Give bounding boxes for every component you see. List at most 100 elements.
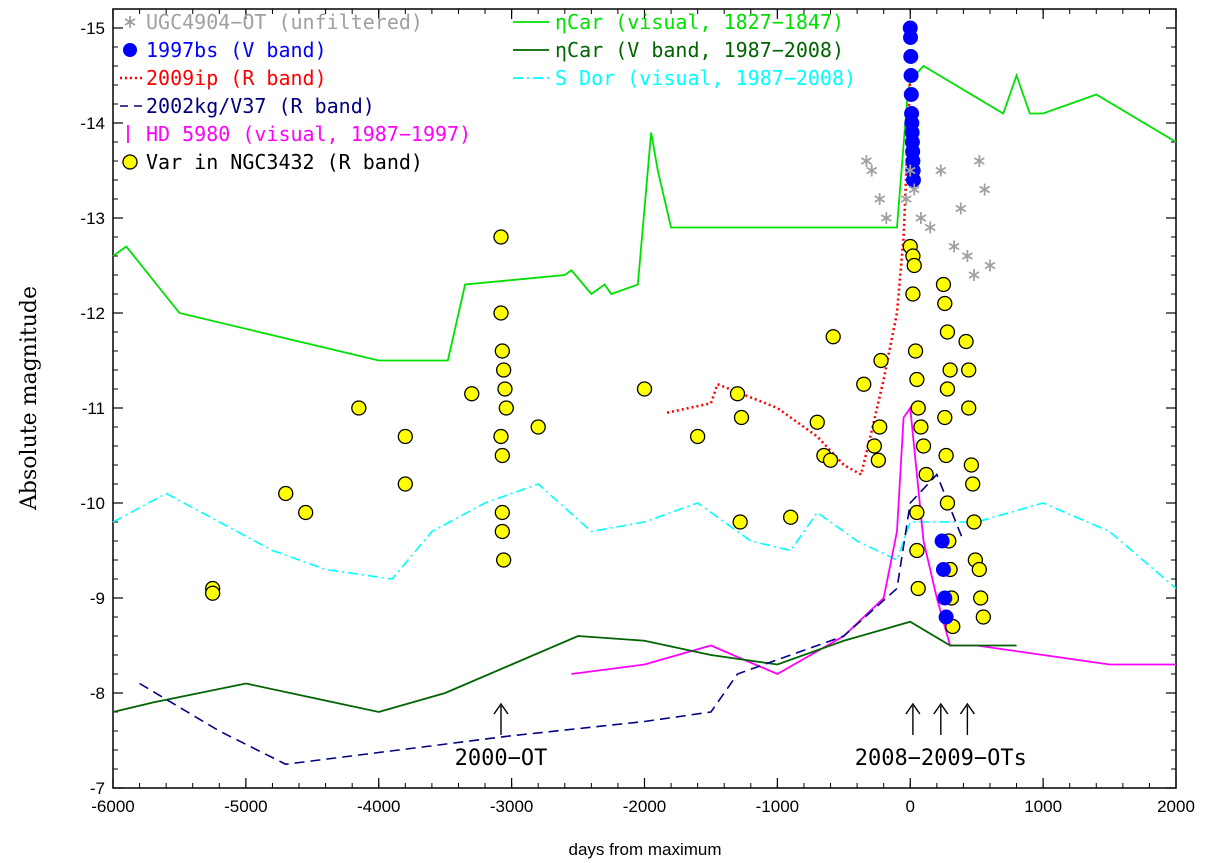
asterisk-stroke [948, 242, 960, 251]
y-tick-label: -14 [80, 114, 105, 133]
y-tick-label: -9 [90, 589, 105, 608]
data-point [494, 504, 510, 521]
annotation-2000-ot: 2000−OT [455, 746, 548, 771]
data-point [939, 381, 956, 397]
data-point [903, 30, 919, 45]
data-point [903, 49, 919, 64]
series-line [571, 405, 1176, 676]
data-point [856, 376, 872, 392]
legend: UGC4904−OT (unfiltered) 1997bs (V band) 20… [120, 10, 856, 174]
data-point [498, 400, 514, 416]
series-line [112, 483, 1177, 590]
data-point [822, 452, 839, 468]
data-point [496, 552, 512, 568]
asterisk-point [973, 155, 985, 167]
asterisk-point [908, 183, 920, 196]
annotations: 2000−OT 2008−2009−OTs [455, 702, 1027, 771]
data-point [909, 504, 925, 521]
data-point [913, 419, 929, 435]
asterisk-stroke [904, 166, 916, 175]
x-tick-label: 2000 [1157, 797, 1195, 816]
data-point [971, 561, 987, 578]
data-point [870, 452, 887, 468]
data-point [918, 466, 934, 483]
asterisk-stroke [860, 157, 872, 165]
legend-label: S Dor (visual, 1987−2008) [555, 66, 856, 90]
data-point [910, 580, 926, 597]
series-line [112, 620, 1017, 713]
y-tick-label: -13 [80, 209, 105, 228]
y-tick-label: -11 [82, 399, 105, 418]
data-point [493, 229, 509, 245]
data-point [493, 428, 509, 445]
annotation-arrowhead [905, 702, 921, 715]
x-tick-label: -1000 [756, 797, 799, 816]
data-point [905, 286, 921, 302]
data-point [937, 295, 953, 312]
asterisk-point [900, 193, 912, 205]
legend-marker [122, 154, 138, 170]
legend-label: 2002kg/V37 (R band) [146, 94, 375, 118]
asterisk-stroke [915, 214, 927, 222]
data-point [493, 305, 509, 321]
series-line [666, 75, 912, 477]
y-tick-label: -15 [80, 19, 105, 38]
data-point [909, 542, 925, 559]
asterisk-stroke [968, 271, 980, 279]
data-point [961, 362, 977, 378]
data-point [939, 495, 956, 511]
asterisk-point [979, 183, 991, 196]
x-axis-title: days from maximum [568, 840, 721, 859]
x-tick-label: -5000 [224, 797, 267, 816]
data-point [732, 514, 748, 530]
data-point [935, 562, 951, 577]
asterisk-point [955, 202, 967, 215]
legend-asterisk-stroke [124, 18, 136, 26]
legend-label: Var in NGC3432 (R band) [146, 150, 423, 174]
asterisk-point [968, 269, 980, 281]
asterisk-point [874, 193, 886, 205]
annotation-arrowhead [959, 702, 975, 715]
axis-ticks: -6000 -5000 -4000 -3000 -2000 -1000 0 1000 2000 -… [80, 8, 1195, 816]
data-point [497, 381, 513, 397]
data-point [963, 457, 980, 473]
series-layer [112, 20, 1177, 766]
legend-label: 2009ip (R band) [146, 66, 327, 90]
y-tick-label: -10 [80, 494, 105, 513]
data-point [934, 533, 950, 549]
x-tick-label: 1000 [1024, 797, 1062, 816]
data-point [938, 447, 954, 464]
legend-label: ηCar (V band, 1987−2008) [555, 38, 844, 62]
asterisk-point [935, 164, 947, 177]
data-point [958, 333, 974, 350]
asterisk-stroke [973, 157, 985, 165]
y-axis-title: Absolute magnitude [17, 286, 42, 511]
data-point [636, 381, 653, 397]
x-tick-label: -4000 [357, 797, 400, 816]
data-point [938, 609, 954, 625]
legend-label: 1997bs (V band) [146, 38, 327, 62]
x-tick-label: -2000 [623, 797, 666, 816]
data-point [961, 400, 977, 416]
data-point [298, 504, 314, 521]
data-point [825, 329, 841, 345]
asterisk-point [866, 164, 878, 177]
data-point [464, 386, 480, 402]
series-line [112, 64, 1177, 362]
asterisk-stroke [866, 166, 878, 175]
data-point [351, 400, 367, 416]
asterisk-point [915, 212, 927, 224]
data-point [966, 514, 982, 530]
data-point [530, 419, 546, 435]
data-point [915, 438, 932, 454]
legend-label: UGC4904−OT (unfiltered) [146, 10, 423, 34]
data-point [939, 324, 956, 340]
data-point [937, 590, 953, 606]
x-tick-label: 0 [906, 797, 915, 816]
asterisk-point [948, 240, 960, 253]
series-line [139, 473, 965, 766]
legend-marker [123, 43, 137, 57]
data-point [909, 371, 925, 388]
asterisk-point [924, 221, 936, 234]
